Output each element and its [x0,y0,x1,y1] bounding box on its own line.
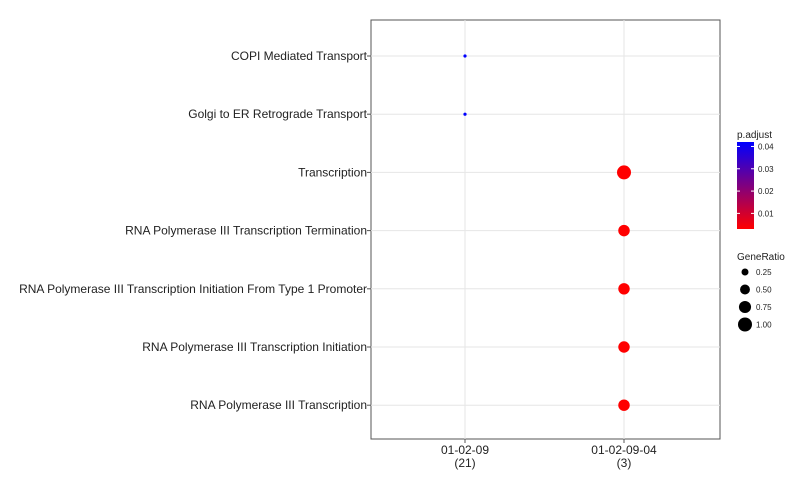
y-tick-label-copi-mediated-transport: COPI Mediated Transport [231,49,368,63]
y-tick-label-rna-polymerase-iii-transcription-initiation-from-type-1-promoter: RNA Polymerase III Transcription Initiat… [19,282,367,296]
x-tick-label-01-02-09-04: 01-02-09-04 [591,443,657,457]
size-legend-dot [740,284,750,295]
y-tick-label-golgi-to-er-retrograde-transport: Golgi to ER Retrograde Transport [188,107,367,121]
y-tick-label-rna-polymerase-iii-transcription-termination: RNA Polymerase III Transcription Termina… [125,224,367,238]
data-points [463,54,631,411]
color-legend: p.adjust 0.04 0.03 0.02 0.01 [737,130,774,229]
x-tick-label-01-02-09: 01-02-09 [441,443,489,457]
size-legend-dot [738,300,752,314]
size-tick-label: 0.50 [756,286,772,295]
color-tick-label: 0.03 [758,165,774,174]
color-legend-title: p.adjust [737,130,772,141]
y-tick-label-rna-polymerase-iii-transcription-initiation: RNA Polymerase III Transcription Initiat… [142,340,367,354]
color-tick-label: 0.04 [758,142,774,151]
size-legend-dot [741,268,749,276]
x-tick-count-01-02-09: (21) [454,456,475,470]
point-01-02-09-copi-mediated-transport [463,54,467,58]
point-01-02-09-04-transcription [617,165,631,180]
color-legend-bar [737,142,754,229]
size-tick-label: 0.75 [756,303,772,312]
size-tick-label: 0.25 [756,268,772,277]
size-legend: GeneRatio 0.25 0.50 0.75 1.00 [737,252,785,332]
color-tick-label: 0.01 [758,209,774,218]
x-axis: 01-02-09(21) 01-02-09-04(3) [441,439,657,470]
point-01-02-09-golgi-to-er-retrograde-transport [463,112,467,116]
color-tick-label: 0.02 [758,187,774,196]
point-01-02-09-04-rna-polymerase-iii-transcription [618,399,630,411]
size-legend-title: GeneRatio [737,252,785,263]
y-tick-label-transcription: Transcription [298,165,367,179]
point-01-02-09-04-rna-polymerase-iii-transcription-termination [618,224,630,237]
y-axis: COPI Mediated Transport Golgi to ER Retro… [19,49,371,412]
x-tick-count-01-02-09-04: (3) [617,456,632,470]
plot-panel [370,19,721,440]
y-tick-label-rna-polymerase-iii-transcription: RNA Polymerase III Transcription [190,398,367,412]
point-01-02-09-04-rna-polymerase-iii-transcription-initiation-from-type-1-promoter [618,283,630,295]
point-01-02-09-04-rna-polymerase-iii-transcription-initiation [618,341,630,353]
size-legend-dot [738,317,752,332]
size-tick-label: 1.00 [756,321,772,330]
